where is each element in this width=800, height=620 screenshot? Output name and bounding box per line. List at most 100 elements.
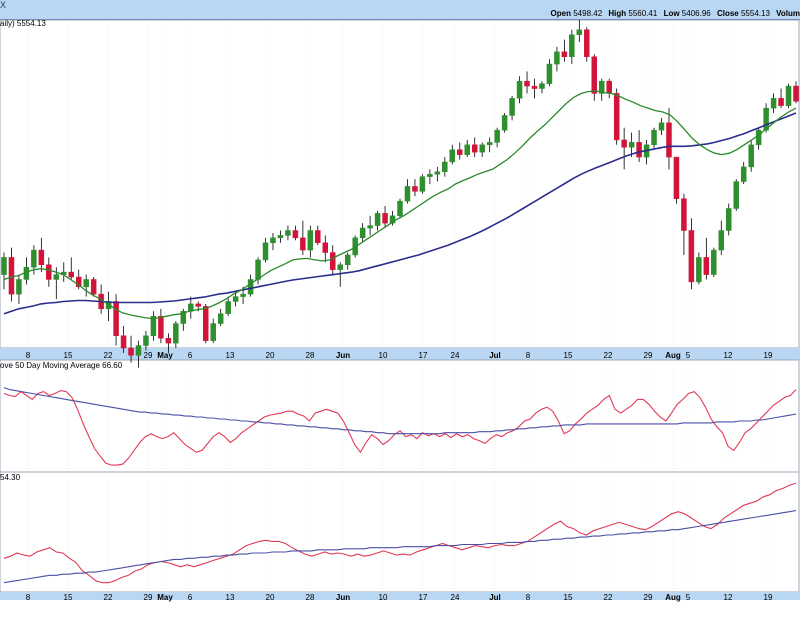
candle-body	[240, 293, 246, 297]
candle-body	[150, 315, 157, 337]
candle-body	[217, 313, 224, 324]
candle-body	[464, 144, 470, 155]
candle-body	[315, 230, 321, 243]
oscillator-1-line-2	[3, 387, 797, 435]
low-value: 5406.96	[681, 9, 711, 18]
candle-body	[561, 51, 568, 57]
candle-body	[748, 144, 754, 168]
candle-body	[367, 225, 373, 229]
candle-body	[68, 271, 74, 278]
x-tick-label-bottom: 12	[724, 593, 733, 602]
candle-body	[173, 323, 179, 344]
x-tick-label-top: Jun	[336, 351, 350, 360]
x-tick-label-top: May	[157, 351, 173, 360]
x-tick-label-top: 28	[306, 351, 315, 360]
x-tick-label-top: 24	[451, 351, 460, 360]
x-tick-label-bottom: 15	[64, 593, 73, 602]
open-label: Open	[550, 9, 571, 18]
candle-body	[135, 345, 142, 356]
candle-body	[1, 257, 7, 275]
x-tick-label-bottom: 8	[26, 593, 31, 602]
candle-body	[232, 296, 239, 302]
x-tick-label-bottom: 22	[604, 593, 613, 602]
oscillator-1-title: ove 50 Day Moving Average 66.60	[0, 361, 123, 370]
low-label: Low	[663, 9, 680, 18]
candle-body	[457, 149, 463, 155]
close-label: Close	[716, 9, 739, 18]
candle-body	[546, 63, 553, 84]
ma-blue-line	[3, 112, 797, 315]
oscillator-panel-1	[0, 359, 800, 473]
candle-body	[247, 279, 254, 295]
x-tick-label-top: 15	[564, 351, 573, 360]
candle-body	[322, 242, 329, 253]
x-tick-label-bottom: 20	[266, 593, 275, 602]
x-tick-label-bottom: 8	[526, 593, 531, 602]
candle-body	[442, 161, 448, 173]
candle-body	[8, 257, 15, 295]
candle-body	[770, 98, 777, 109]
close-value: 5554.13	[740, 9, 770, 18]
x-tick-label-top: 5	[686, 351, 691, 360]
candle-body	[434, 171, 441, 175]
candle-body	[785, 85, 792, 106]
x-tick-label-top: 22	[604, 351, 613, 360]
candle-body	[90, 279, 97, 295]
oscillator-panel-2	[0, 471, 800, 593]
candle-body	[726, 208, 732, 231]
x-tick-label-top: 20	[266, 351, 275, 360]
candle-body	[449, 149, 456, 163]
candle-body	[270, 237, 276, 243]
x-tick-label-bottom: 13	[226, 593, 235, 602]
candle-body	[554, 51, 560, 65]
candle-body	[285, 230, 291, 236]
candle-body	[359, 227, 366, 239]
candle-body	[673, 156, 680, 199]
candle-body	[501, 115, 508, 131]
candle-body	[120, 335, 127, 349]
candle-body	[374, 213, 381, 226]
candle-body	[225, 301, 231, 314]
candle-body	[718, 230, 725, 251]
window-header: X Open 5498.42 High 5560.41 Low 5406.96 …	[0, 0, 800, 20]
candle-body	[509, 98, 515, 116]
x-tick-label-top: Aug	[665, 351, 681, 360]
candle-body	[516, 80, 523, 99]
x-tick-label-bottom: 5	[686, 593, 691, 602]
ohlc-readout: Open 5498.42 High 5560.41 Low 5406.96 Cl…	[551, 9, 800, 18]
candle-body	[83, 279, 89, 288]
candle-body	[688, 230, 695, 283]
x-tick-label-bottom: May	[157, 593, 173, 602]
x-tick-label-bottom: 22	[104, 593, 113, 602]
candle-body	[31, 249, 37, 268]
candle-body	[389, 215, 396, 224]
candle-body	[195, 303, 202, 307]
candle-body	[419, 176, 426, 192]
candle-body	[793, 85, 799, 102]
candle-body	[382, 213, 388, 224]
x-tick-label-bottom: 6	[188, 593, 193, 602]
candle-body	[733, 181, 739, 209]
candle-body	[613, 93, 620, 141]
window-title-fragment: X	[0, 0, 7, 10]
x-tick-label-bottom: 19	[764, 593, 773, 602]
x-tick-label-top: 8	[26, 351, 31, 360]
candle-body	[412, 186, 418, 192]
candle-body	[606, 80, 612, 94]
x-tick-label-bottom: 29	[144, 593, 153, 602]
candle-body	[255, 259, 261, 280]
x-tick-label-bottom: 15	[564, 593, 573, 602]
candle-body	[46, 264, 52, 280]
x-tick-label-bottom: Jun	[336, 593, 350, 602]
candle-body	[75, 276, 82, 288]
candle-body	[262, 242, 269, 261]
oscillator-1-line-1	[3, 389, 797, 466]
candle-body	[404, 186, 411, 202]
candle-body	[337, 264, 343, 270]
ma-green-line	[3, 90, 797, 320]
volume-label: Volum	[776, 9, 800, 18]
x-tick-label-top: 29	[144, 351, 153, 360]
x-tick-label-top: 15	[64, 351, 73, 360]
x-tick-label-top: Jul	[489, 351, 501, 360]
candle-body	[524, 80, 530, 87]
